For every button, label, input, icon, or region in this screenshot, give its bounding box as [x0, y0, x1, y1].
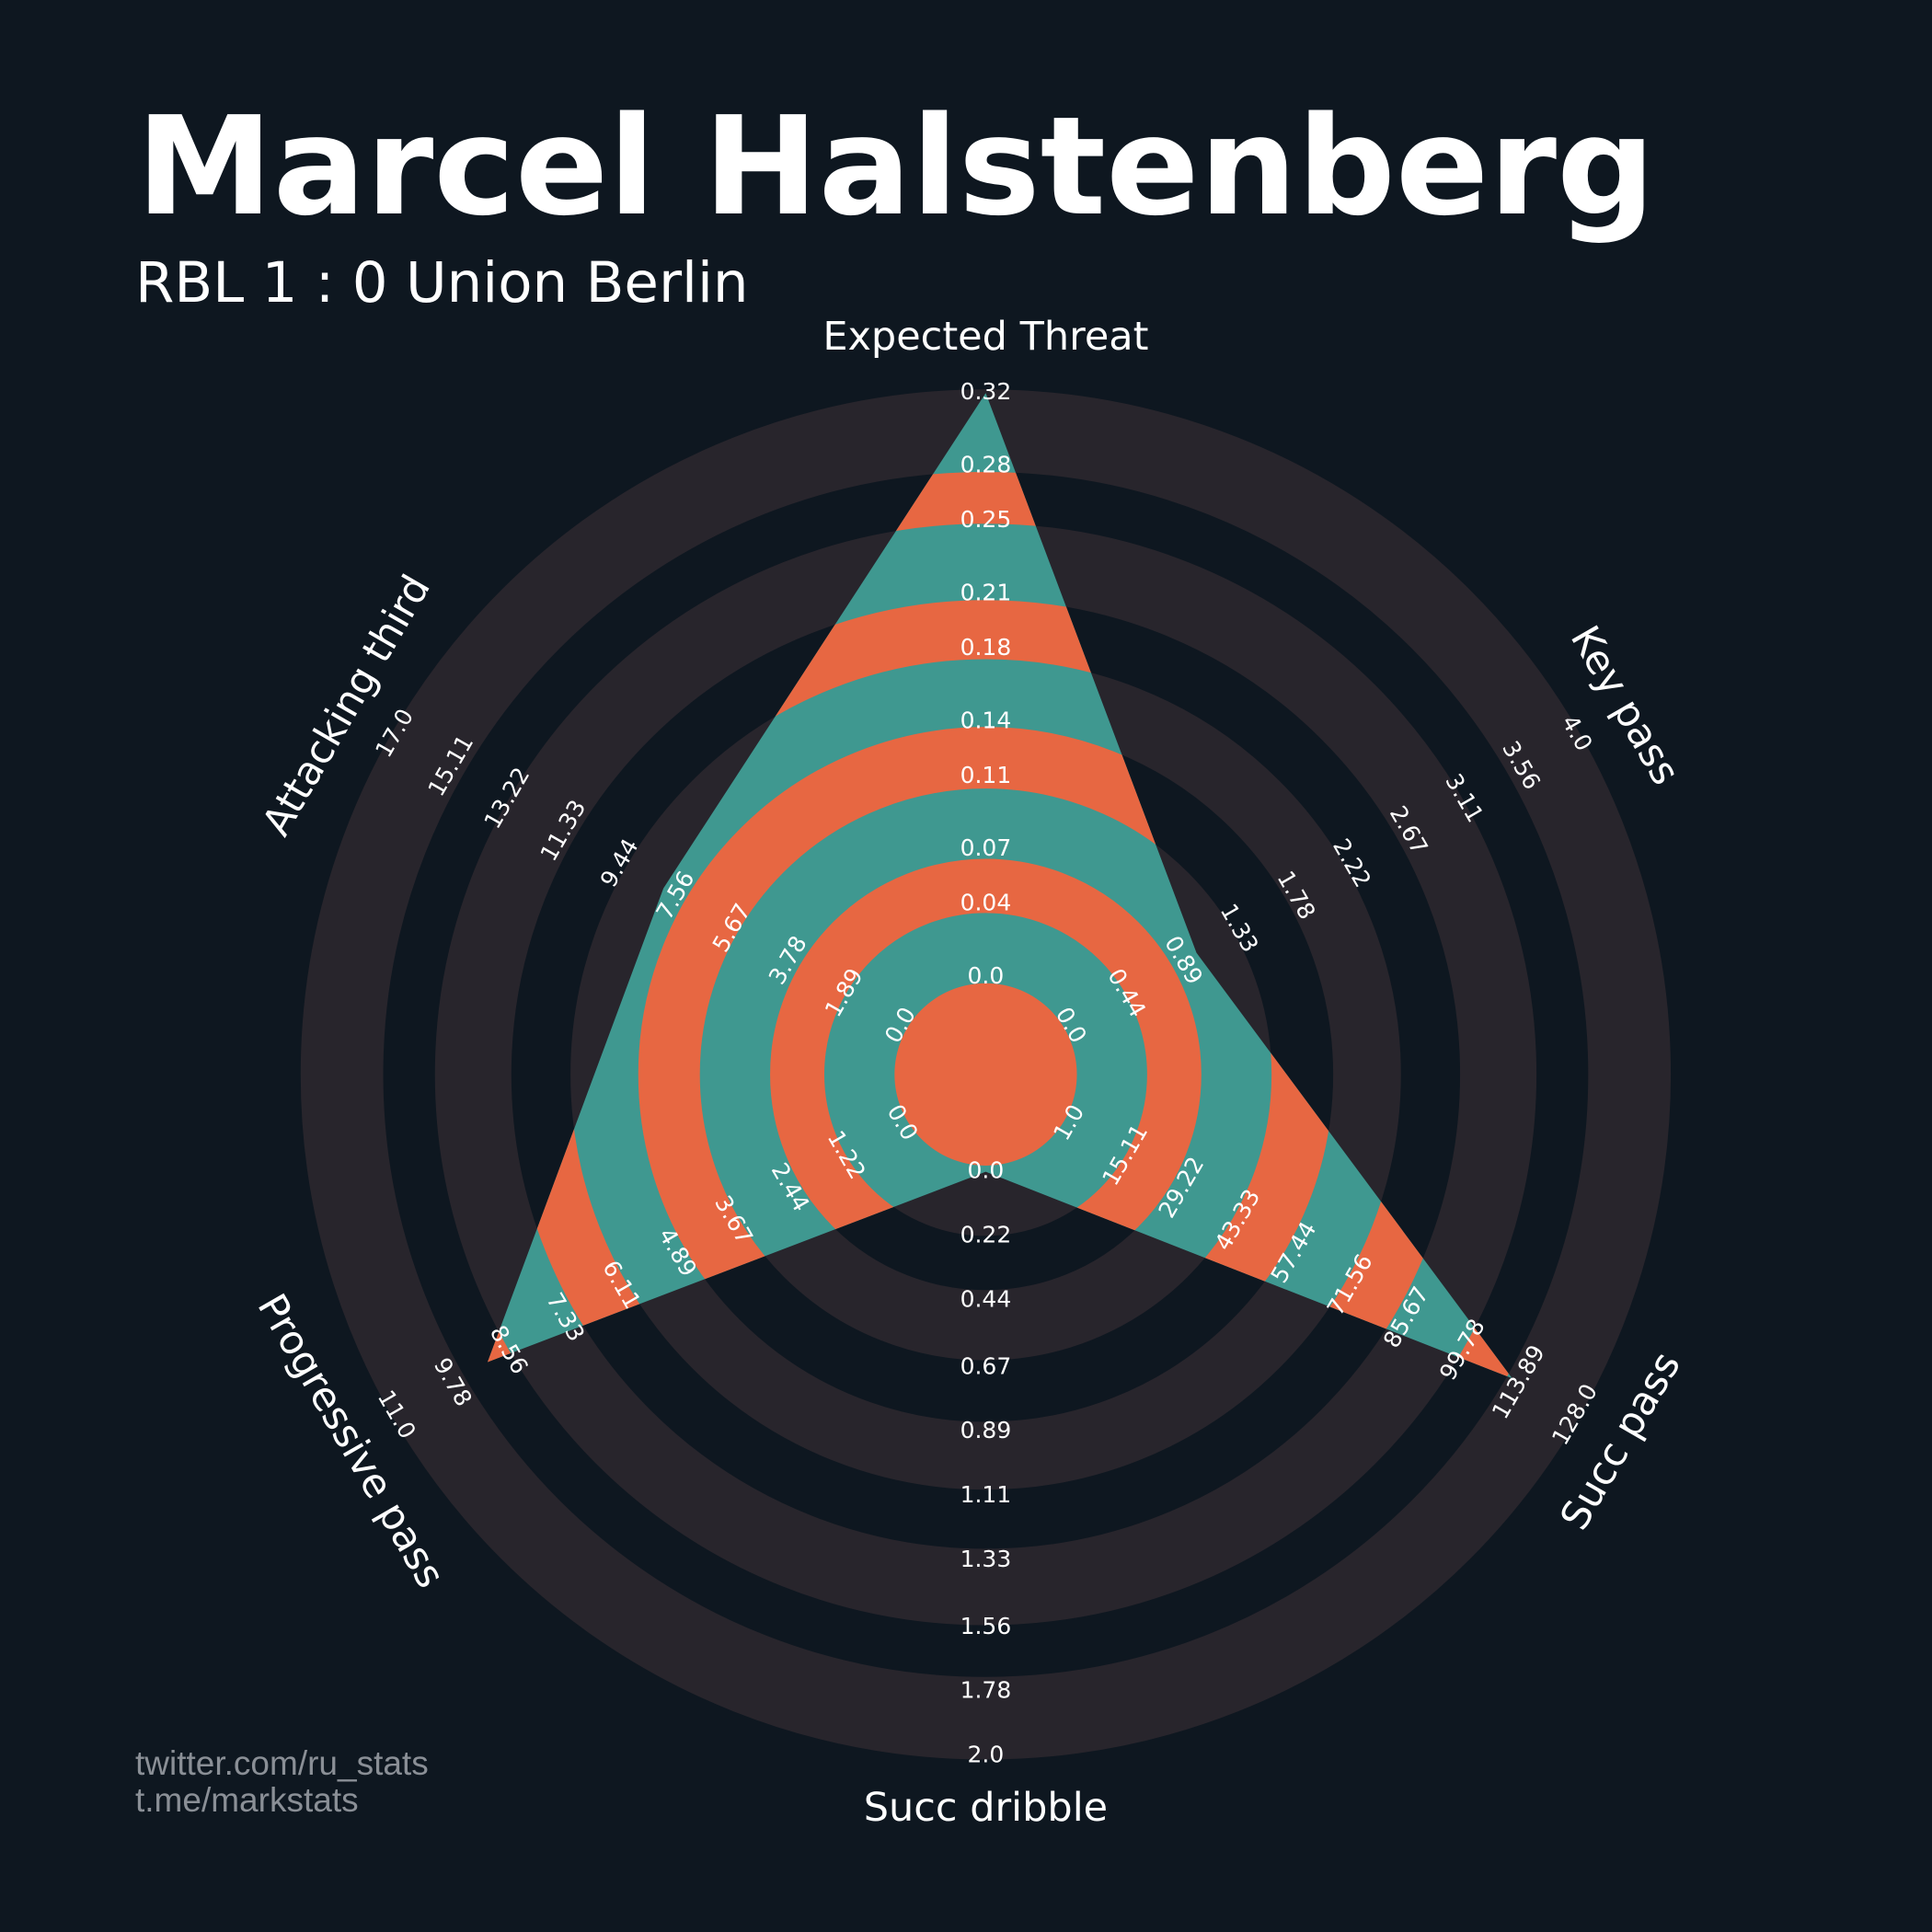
tick-label: 0.0 [968, 962, 1005, 989]
credit: twitter.com/ru_stats [135, 1744, 429, 1782]
alt-band [894, 983, 1077, 1166]
tick-label: 0.21 [960, 579, 1012, 605]
tick-label: 0.07 [960, 834, 1012, 861]
tick-label: 0.67 [960, 1352, 1012, 1379]
chart-title: Marcel Halstenberg [136, 87, 1655, 246]
axis-title: Expected Threat [822, 314, 1148, 360]
tick-label: 0.04 [960, 890, 1012, 916]
tick-label: 2.0 [968, 1741, 1005, 1767]
tick-label: 0.44 [960, 1285, 1012, 1312]
tick-label: 0.22 [960, 1221, 1012, 1248]
tick-label: 0.11 [960, 762, 1012, 788]
tick-label: 1.56 [960, 1613, 1012, 1639]
tick-label: 0.14 [960, 707, 1012, 733]
tick-label: 0.28 [960, 452, 1012, 478]
chart-subtitle: RBL 1 : 0 Union Berlin [135, 250, 749, 316]
tick-label: 0.18 [960, 634, 1012, 661]
tick-label: 1.33 [960, 1546, 1012, 1572]
tick-label: 1.11 [960, 1481, 1012, 1508]
alt-band [487, 471, 1512, 1379]
credit: t.me/markstats [135, 1781, 359, 1819]
tick-label: 0.32 [960, 378, 1012, 405]
axis-title: Succ dribble [864, 1785, 1108, 1831]
tick-label: 0.25 [960, 506, 1012, 533]
tick-label: 0.89 [960, 1417, 1012, 1443]
tick-label: 1.78 [960, 1677, 1012, 1704]
tick-label: 0.0 [968, 1157, 1005, 1184]
